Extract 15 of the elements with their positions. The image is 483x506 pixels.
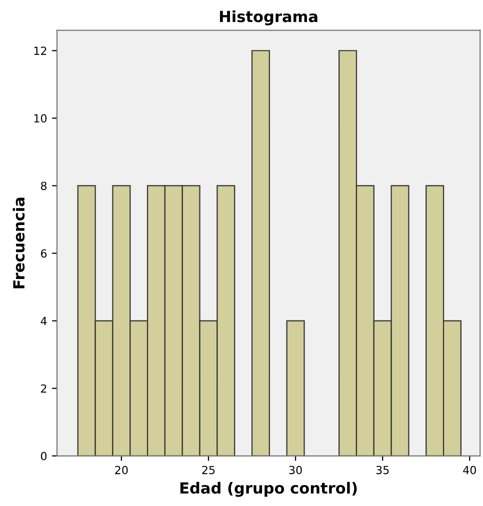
x-tick-label: 35 (376, 466, 389, 474)
y-tick-label: 12 (34, 46, 46, 55)
y-tick-label: 6 (40, 249, 47, 258)
x-tick-label: 30 (289, 466, 302, 474)
y-tick-label: 4 (40, 316, 47, 326)
y-tick-label: 10 (34, 114, 47, 123)
x-tick-label: 40 (463, 466, 476, 474)
x-tick-label: 20 (115, 466, 128, 474)
x-axis-title: Edad (grupo control) (180, 482, 357, 497)
chart-title: Histograma (220, 10, 318, 26)
y-tick-label: 8 (40, 182, 47, 190)
y-axis-title: Frecuencia (12, 198, 25, 288)
y-tick-label: 0 (40, 452, 47, 460)
x-tick-label: 25 (202, 466, 215, 474)
y-tick-label: 2 (41, 384, 46, 393)
